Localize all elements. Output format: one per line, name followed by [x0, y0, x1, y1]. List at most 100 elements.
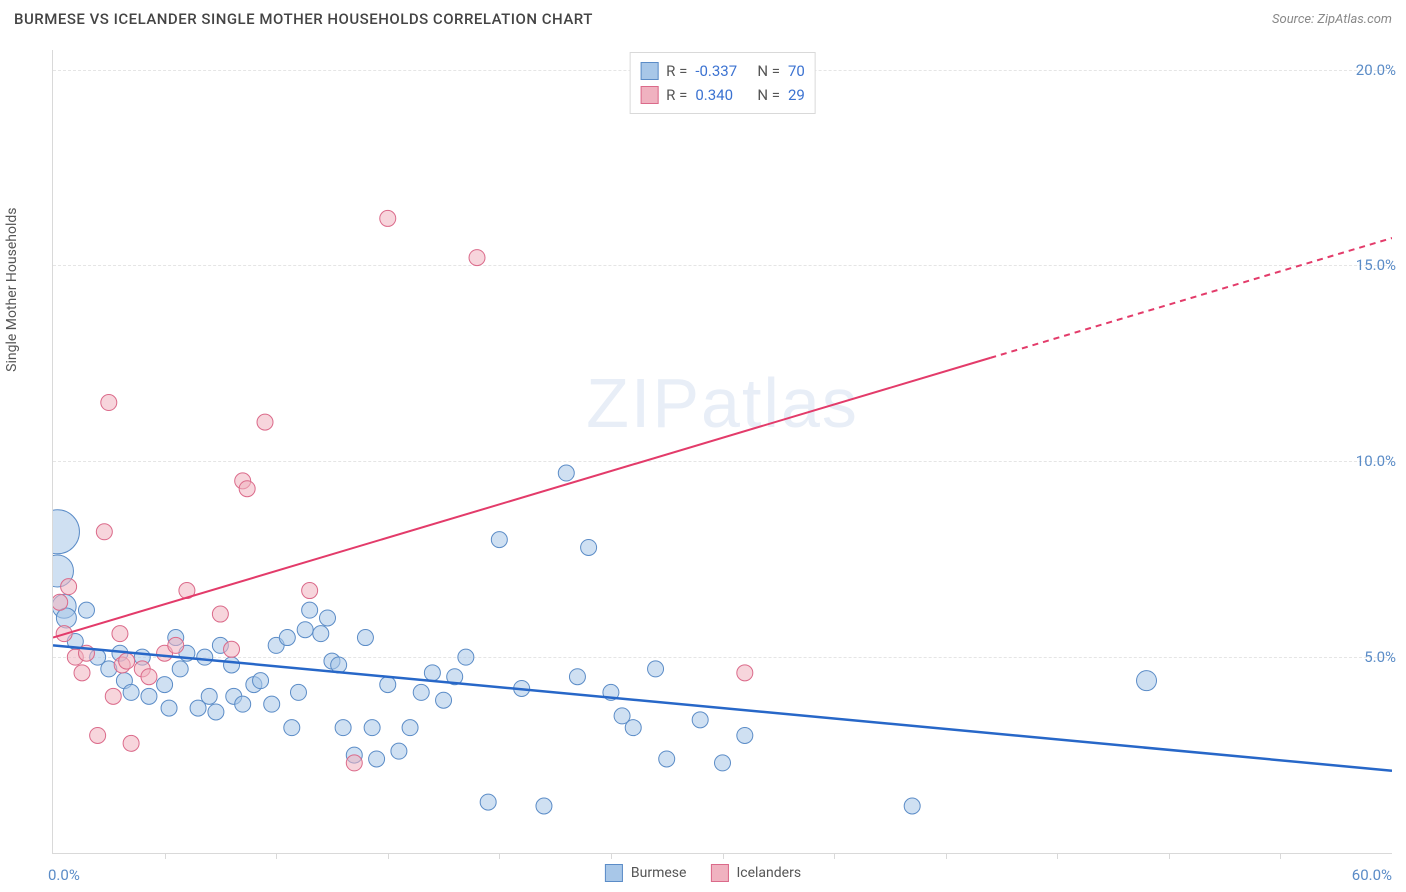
data-point	[424, 665, 440, 681]
legend-series-item: Burmese	[605, 864, 687, 882]
x-tick	[1057, 853, 1058, 859]
data-point	[105, 688, 121, 704]
x-tick	[388, 853, 389, 859]
data-point	[369, 751, 385, 767]
data-point	[469, 250, 485, 266]
data-point	[302, 583, 318, 599]
data-point	[53, 510, 79, 554]
data-point	[172, 661, 188, 677]
data-point	[737, 727, 753, 743]
data-point	[224, 641, 240, 657]
data-point	[141, 669, 157, 685]
data-point	[123, 684, 139, 700]
legend-series-label: Icelanders	[736, 865, 801, 881]
trendline-extrapolated	[990, 238, 1392, 358]
data-point	[581, 539, 597, 555]
data-point	[112, 626, 128, 642]
data-point	[480, 794, 496, 810]
x-tick	[723, 853, 724, 859]
data-point	[319, 610, 335, 626]
x-tick	[834, 853, 835, 859]
data-point	[536, 798, 552, 814]
data-point	[648, 661, 664, 677]
data-point	[297, 622, 313, 638]
chart-title: BURMESE VS ICELANDER SINGLE MOTHER HOUSE…	[14, 10, 593, 28]
data-point	[61, 579, 77, 595]
legend-series: Burmese Icelanders	[605, 864, 801, 882]
data-point	[313, 626, 329, 642]
data-point	[96, 524, 112, 540]
legend-swatch	[605, 864, 623, 882]
data-point	[90, 727, 106, 743]
data-point	[224, 657, 240, 673]
legend-series-label: Burmese	[631, 865, 687, 881]
data-point	[625, 720, 641, 736]
legend-r-label: R =	[666, 59, 687, 83]
data-point	[558, 465, 574, 481]
x-tick	[946, 853, 947, 859]
data-point	[458, 649, 474, 665]
legend-r-value: 0.340	[695, 83, 749, 107]
legend-stat-row: R = -0.337 N = 70	[640, 59, 805, 83]
data-point	[157, 677, 173, 693]
data-point	[402, 720, 418, 736]
data-point	[197, 649, 213, 665]
data-point	[168, 637, 184, 653]
data-point	[302, 602, 318, 618]
data-point	[904, 798, 920, 814]
y-axis-label: Single Mother Households	[4, 208, 20, 372]
data-point	[56, 608, 76, 628]
data-point	[659, 751, 675, 767]
legend-swatch	[640, 86, 658, 104]
data-point	[101, 395, 117, 411]
data-point	[208, 704, 224, 720]
data-point	[380, 677, 396, 693]
data-point	[235, 696, 251, 712]
legend-n-label: N =	[757, 59, 780, 83]
data-point	[1137, 671, 1157, 691]
trendline	[53, 358, 990, 638]
legend-swatch	[640, 62, 658, 80]
data-point	[264, 696, 280, 712]
data-point	[74, 665, 90, 681]
legend-n-value: 70	[788, 59, 805, 83]
trendline	[53, 645, 1392, 770]
data-point	[257, 414, 273, 430]
data-point	[335, 720, 351, 736]
data-point	[715, 755, 731, 771]
data-point	[253, 673, 269, 689]
legend-r-value: -0.337	[695, 59, 749, 83]
data-point	[284, 720, 300, 736]
data-point	[123, 735, 139, 751]
data-point	[279, 630, 295, 646]
chart-source: Source: ZipAtlas.com	[1272, 12, 1392, 27]
data-point	[346, 755, 362, 771]
scatter-chart	[53, 50, 1392, 853]
legend-n-value: 29	[788, 83, 805, 107]
legend-r-label: R =	[666, 83, 687, 107]
data-point	[364, 720, 380, 736]
legend-statistics: R = -0.337 N = 70 R = 0.340 N = 29	[629, 52, 816, 114]
data-point	[413, 684, 429, 700]
data-point	[380, 210, 396, 226]
data-point	[357, 630, 373, 646]
data-point	[141, 688, 157, 704]
x-tick	[499, 853, 500, 859]
legend-stat-row: R = 0.340 N = 29	[640, 83, 805, 107]
data-point	[212, 606, 228, 622]
data-point	[161, 700, 177, 716]
data-point	[53, 594, 68, 610]
legend-swatch	[710, 864, 728, 882]
legend-n-label: N =	[757, 83, 780, 107]
data-point	[737, 665, 753, 681]
data-point	[569, 669, 585, 685]
data-point	[692, 712, 708, 728]
x-tick	[165, 853, 166, 859]
data-point	[391, 743, 407, 759]
data-point	[239, 481, 255, 497]
data-point	[201, 688, 217, 704]
plot-area: ZIPatlas R =-0.337N =70R = 0.340N =29	[52, 50, 1392, 854]
data-point	[78, 602, 94, 618]
data-point	[436, 692, 452, 708]
x-tick	[276, 853, 277, 859]
